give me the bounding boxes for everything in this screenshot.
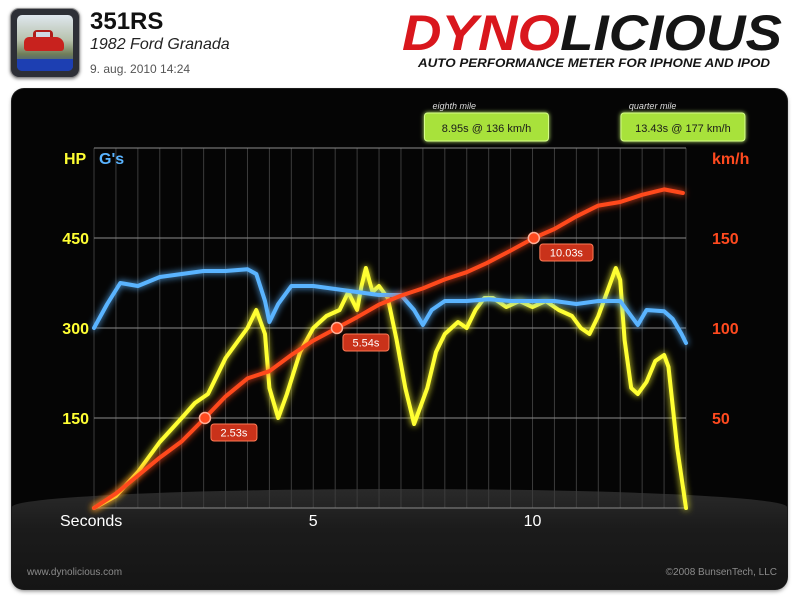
website-link[interactable]: www.dynolicious.com (27, 567, 123, 578)
speed-marker-badge (342, 333, 390, 352)
y-right-tick-label: 50 (712, 411, 730, 428)
grid (93, 147, 687, 509)
speed-marker-label: 5.54s (352, 338, 379, 350)
run-title: 351RS (90, 8, 164, 35)
y-left-label-gs: G's (99, 151, 124, 168)
speed-marker-dot (527, 231, 541, 245)
speed-marker-dot (198, 411, 212, 425)
speed-marker-label: 10.03s (550, 248, 584, 260)
logo-tagline: AUTO PERFORMANCE METER FOR IPHONE AND IP… (417, 56, 770, 70)
header: 351RS 1982 Ford Granada 9. aug. 2010 14:… (0, 0, 800, 86)
distance-marker-title: quarter mile (629, 101, 677, 111)
series (92, 187, 688, 510)
logo-word-dyno: DYNO (402, 5, 560, 61)
series-line-hp (92, 266, 688, 510)
logo-word-licious: LICIOUS (560, 5, 782, 61)
series-line-gs (92, 267, 688, 345)
distance-marker-box (620, 112, 746, 142)
speed-marker-badge (210, 423, 258, 442)
speed-marker-dot (330, 321, 344, 335)
y-left-label-hp: HP (64, 151, 87, 168)
dyno-chart: 2.53s 5.54s 10.03s 8.95s @ 136 km/h eighth m… (60, 101, 749, 530)
dyno-chart-panel: 2.53s 5.54s 10.03s 8.95s @ 136 km/h eighth m… (12, 89, 787, 589)
car-thumbnail[interactable] (10, 8, 80, 78)
y-left-tick-label: 300 (62, 321, 89, 338)
dynolicious-logo: DYNO LICIOUS AUTO PERFORMANCE METER FOR I… (402, 5, 782, 70)
car-model: 1982 Ford Granada (90, 36, 230, 53)
distance-marker-label: 13.43s @ 177 km/h (635, 123, 731, 135)
annotations: 2.53s 5.54s 10.03s 8.95s @ 136 km/h eighth m… (198, 101, 746, 510)
speed-marker-label: 2.53s (220, 428, 247, 440)
axes: HP G's km/h 150 300 450 50 100 150 Seconds 5 10 (60, 151, 749, 530)
y-left-tick-label: 150 (62, 411, 89, 428)
distance-marker-label: 8.95s @ 136 km/h (442, 123, 531, 135)
x-axis-label: Seconds (60, 513, 122, 530)
copyright-text: ©2008 BunsenTech, LLC (665, 567, 777, 578)
panel-floor (12, 489, 787, 589)
run-datetime: 9. aug. 2010 14:24 (90, 62, 191, 76)
y-left-tick-label: 450 (62, 231, 89, 248)
speed-marker-badge (539, 243, 594, 262)
car-photo (17, 15, 73, 71)
x-tick-label: 5 (309, 513, 318, 530)
y-right-label: km/h (712, 151, 749, 168)
x-tick-label: 10 (524, 513, 542, 530)
y-right-tick-label: 150 (712, 231, 739, 248)
y-right-tick-label: 100 (712, 321, 739, 338)
distance-marker-box (423, 112, 549, 142)
distance-marker-title: eighth mile (432, 101, 476, 111)
series-line-kmh (92, 187, 685, 510)
